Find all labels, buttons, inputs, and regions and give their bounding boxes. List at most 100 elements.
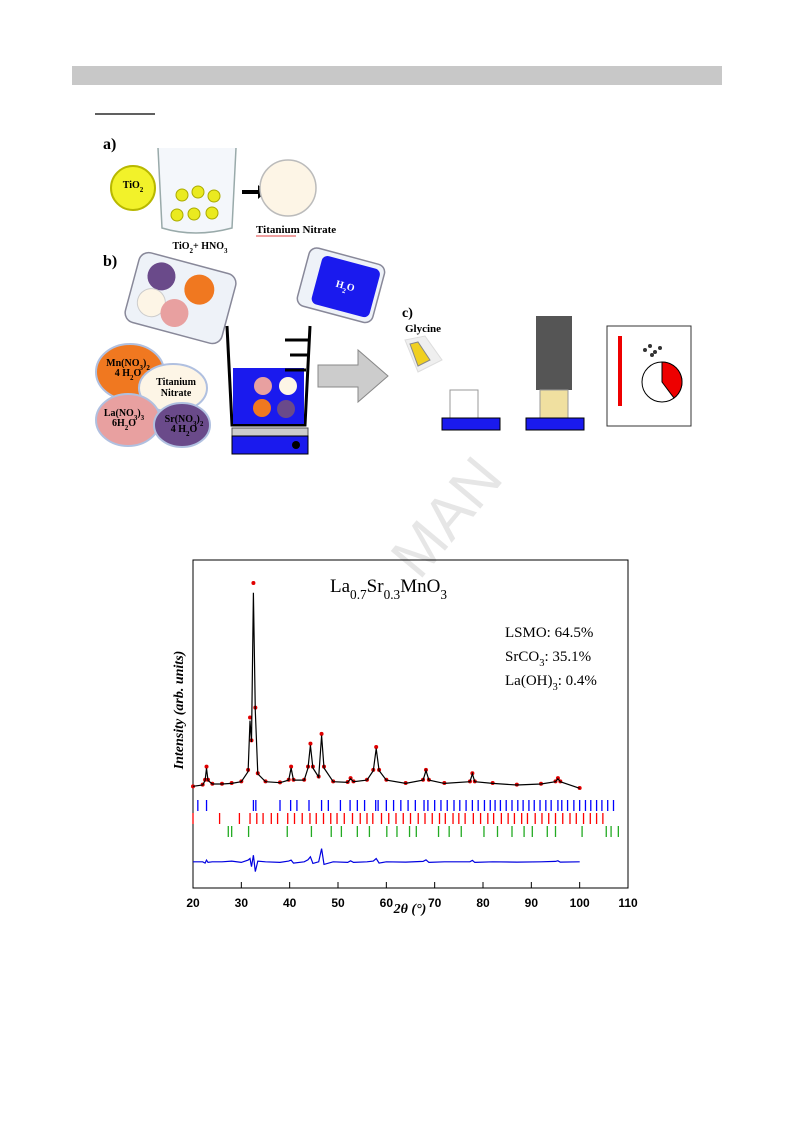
scheme [95,147,692,455]
text-part: 2 [130,374,134,382]
beaker-balls [170,185,221,222]
water-container [296,247,386,324]
beaker-liquid [233,368,304,424]
text-part: a) [103,136,116,153]
x-tick-label: 100 [570,896,590,910]
beaker-scale [285,338,308,372]
text-part: Mn(NO [106,358,140,369]
x-tick-label: 30 [235,896,249,910]
salt-label: Titanium Nitrate [156,377,196,399]
text-part: SrCO [505,649,539,665]
observed-point [248,715,253,720]
text-part: Nitrate [161,388,192,399]
hotplate-c2 [525,417,585,431]
tio2-particle [110,165,156,211]
series-line [193,848,580,872]
text-part: Intensity (arb. units) [172,651,187,771]
text-part: 0.3 [384,587,401,602]
text-part: ) [197,414,200,425]
observed-point [251,580,256,585]
text-part: Titanium Nitrate [256,224,336,236]
text-part: La(OH) [505,673,552,689]
combustion-beaker [539,389,569,419]
text-part: TiO [172,241,189,252]
text-part: + HNO [193,241,224,252]
panel-label: c) [402,306,413,321]
nitrate-particle [259,159,317,217]
panel-label: a) [103,136,116,153]
phase-annotation: La(OH)3: 0.4% [505,673,597,692]
text-part: 3 [539,658,544,669]
glycine-flask [409,341,431,367]
chart: 20 30 40 50 60 70 80 90 100 110 [186,580,638,910]
text-part: O [345,282,356,295]
text-part: 3 [440,587,447,602]
text-part: O [128,418,136,429]
series-line [192,592,580,789]
text-part: Sr(NO [165,414,194,425]
x-tick-label: 40 [283,896,297,910]
observed-point [374,744,379,749]
text-part: 2 [146,364,150,372]
tio2-label: TiO2 [123,180,144,193]
product-label: Titanium Nitrate [256,224,336,236]
text-part: 2 [140,186,144,194]
observed-point [289,764,294,769]
plot-frame [192,559,629,889]
salt-label: Sr(NO3)2 4 H2O [165,414,204,437]
watermark: MAN [378,444,515,589]
text-part: 3 [193,420,197,428]
text-part: O [134,368,142,379]
text-part: H [334,279,345,292]
text-part: 3 [141,414,145,422]
text-part: ) [137,408,140,419]
glycine-label: Glycine [405,323,441,335]
text-part: : 0.4% [558,673,597,689]
observed-point [319,731,324,736]
text-part: La(NO [104,408,134,419]
text-part: 2 [186,430,190,438]
stirrer-plate [231,435,309,455]
text-part: c) [402,306,413,321]
text-part: 2 [341,286,347,295]
chart-title: La0.7Sr0.3MnO3 [330,576,447,601]
text-part: 3 [140,364,144,372]
x-axis-label: 2θ (°) [393,902,427,917]
pie-slice [661,361,683,399]
panel-label: b) [103,253,117,270]
arrow-b [317,348,389,404]
hotplate-c1 [441,417,501,431]
y-axis-label: Intensity (arb. units) [172,651,187,771]
text-part: ) [143,358,146,369]
text-part: 2 [200,420,204,428]
phase-annotation: SrCO3: 35.1% [505,649,591,668]
text-part: 0.7 [350,587,367,602]
phase-annotation: LSMO: 64.5% [505,625,593,641]
text-part: 4 H [171,424,187,435]
tilted-beaker [124,251,237,345]
header-bar [72,66,722,85]
text-part: Titanium [156,377,196,388]
powder [643,344,662,357]
furnace [536,316,572,390]
observed-point [191,784,195,789]
sr-salt [153,402,211,448]
text-part: 3 [552,682,557,693]
text-part: TiO [123,180,140,191]
x-tick-label: 80 [476,896,490,910]
text-part: LSMO: 64.5% [505,625,593,641]
thermometer [618,336,622,406]
x-tick-label: 110 [618,896,638,910]
text-part: 2θ (°) [393,902,427,917]
observed-point [308,741,313,746]
text-part: 2 [125,424,129,432]
text-part: : 35.1% [544,649,591,665]
stirrer-top [231,427,309,437]
salt-label: Mn(NO3)2 4 H2O [106,358,150,381]
text-part: b) [103,253,117,270]
text-part: Sr [367,576,385,597]
x-tick-label: 70 [428,896,442,910]
x-tick-label: 20 [186,896,200,910]
text-part: 2 [190,247,194,255]
